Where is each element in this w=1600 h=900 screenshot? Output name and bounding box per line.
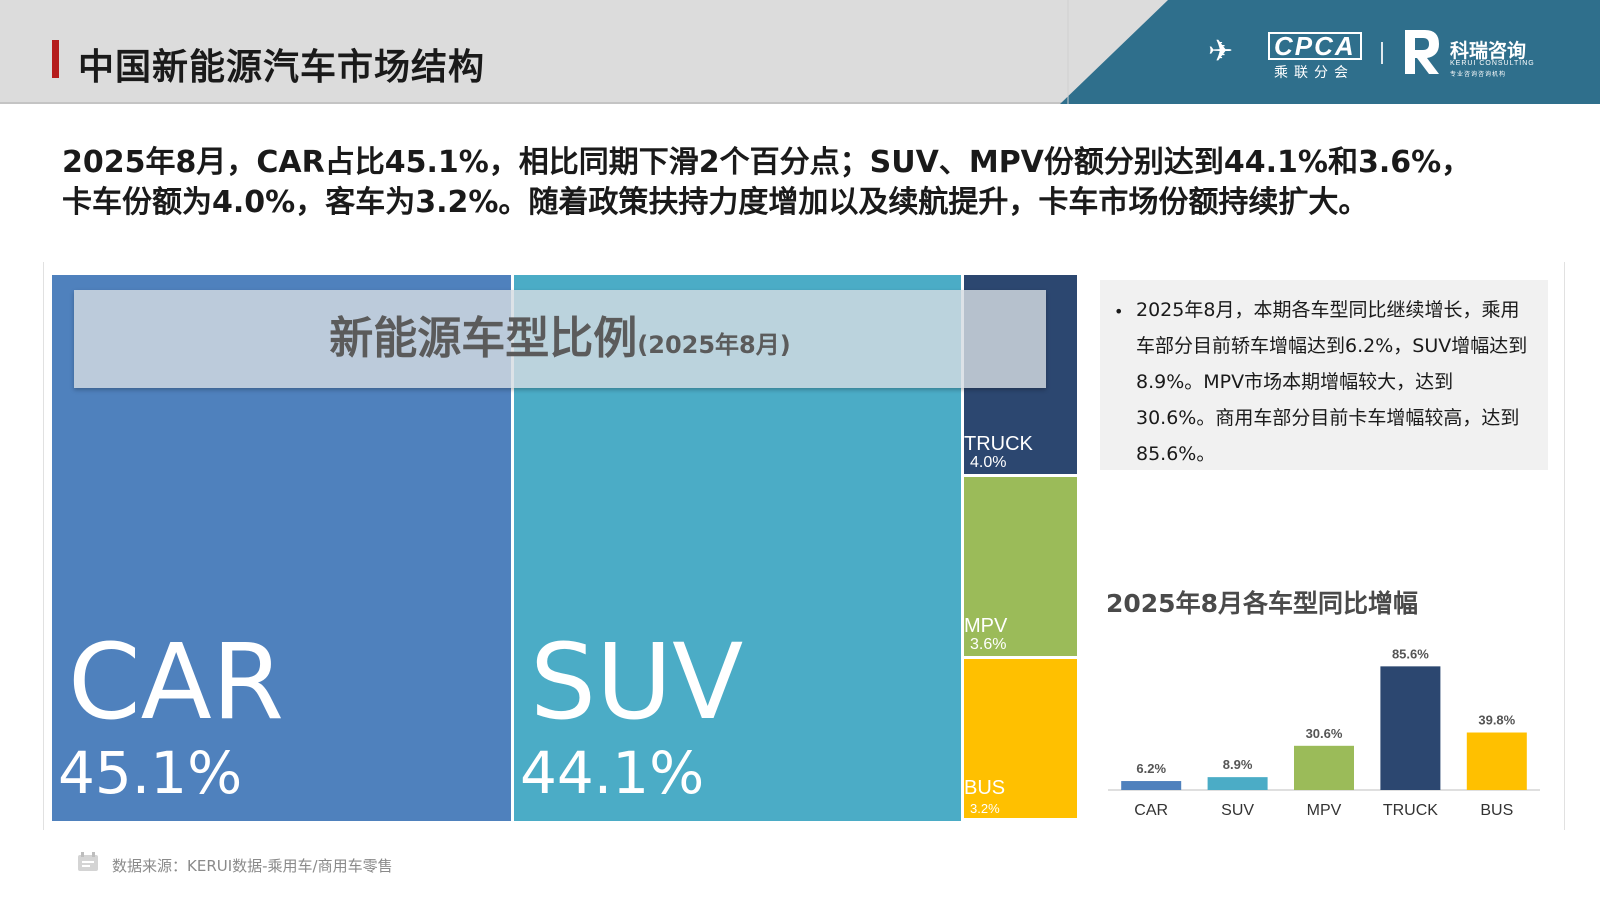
bar-category-label: MPV — [1307, 802, 1342, 819]
treemap-label-truck: TRUCK — [964, 433, 1033, 455]
bar-value-label: 30.6% — [1306, 726, 1343, 741]
bar-truck — [1380, 666, 1441, 790]
kerui-logo-en: KERUI CONSULTING — [1450, 60, 1535, 67]
kerui-logo-tagline: 专业咨询咨询机构 — [1450, 71, 1507, 78]
data-source: 数据来源：KERUI数据-乘用车/商用车零售 — [112, 857, 393, 875]
bar-car — [1121, 781, 1182, 790]
treemap-pct-bus: 3.2% — [970, 801, 1000, 816]
bar-bus — [1466, 732, 1527, 790]
bar-category-label: BUS — [1480, 802, 1513, 819]
title-accent-bar — [52, 40, 59, 78]
header-bar: 中国新能源汽车市场结构 ✈ CPCA 乘联分会 科瑞咨询 KERUI CONSU… — [0, 0, 1600, 104]
treemap-subtitle: (2025年8月) — [637, 331, 791, 359]
page-title: 中国新能源汽车市场结构 — [78, 47, 486, 88]
cpca-wing-icon: ✈ — [1208, 34, 1234, 69]
treemap-pct-suv: 44.1% — [520, 739, 705, 807]
bar-category-label: SUV — [1221, 802, 1254, 819]
growth-bar-chart: 6.2% CAR 8.9% SUV 30.6% MPV 85.6% TRUCK 39.8% BUS — [1108, 646, 1540, 819]
treemap-tile-mpv: MPV 3.6% — [964, 477, 1077, 656]
treemap-label-mpv: MPV — [964, 615, 1008, 637]
bar-value-label: 85.6% — [1392, 646, 1429, 661]
bar-category-label: CAR — [1134, 802, 1168, 819]
note-bullet: • — [1114, 302, 1124, 321]
note-text: 2025年8月，本期各车型同比继续增长，乘用车部分目前轿车增幅达到6.2%，SU… — [1136, 299, 1528, 465]
treemap-tile-bus: BUS 3.2% — [964, 659, 1077, 818]
kerui-logo-name: 科瑞咨询 — [1450, 40, 1527, 62]
header-logo-band — [1060, 0, 1600, 104]
growth-note-box: • 2025年8月，本期各车型同比继续增长，乘用车部分目前轿车增幅达到6.2%，… — [1100, 280, 1548, 470]
treemap-label-suv: SUV — [530, 621, 744, 743]
treemap-pct-car: 45.1% — [58, 739, 243, 807]
treemap-label-car: CAR — [68, 621, 285, 743]
bar-value-label: 39.8% — [1478, 713, 1515, 728]
cpca-logo-sub: 乘联分会 — [1274, 65, 1354, 81]
bar-mpv — [1294, 745, 1354, 790]
bar-value-label: 8.9% — [1223, 757, 1253, 772]
kerui-logo-icon — [1405, 30, 1439, 74]
summary-line-1: 2025年8月，CAR占比45.1%，相比同期下滑2个百分点；SUV、MPV份额… — [62, 145, 1472, 180]
treemap-label-bus: BUS — [964, 777, 1006, 799]
bar-value-label: 6.2% — [1136, 761, 1166, 776]
summary-text: 2025年8月，CAR占比45.1%，相比同期下滑2个百分点；SUV、MPV份额… — [62, 143, 1552, 223]
treemap-pct-mpv: 3.6% — [970, 636, 1007, 653]
chart-panel-frame — [43, 262, 1565, 830]
treemap-title: 新能源车型比例 — [329, 313, 638, 364]
treemap-pct-truck: 4.0% — [970, 454, 1007, 471]
logo-divider — [1381, 42, 1383, 64]
treemap-title-banner: 新能源车型比例(2025年8月) — [74, 290, 1046, 388]
summary-line-2: 卡车份额为4.0%，客车为3.2%。随着政策扶持力度增加以及续航提升，卡车市场份… — [62, 185, 1369, 220]
bar-category-label: TRUCK — [1383, 802, 1438, 819]
cpca-logo-text: CPCA — [1268, 32, 1362, 60]
cpca-logo: ✈ CPCA 乘联分会 — [1208, 30, 1362, 81]
bar-suv — [1207, 777, 1268, 790]
bar-chart-title: 2025年8月各车型同比增幅 — [1106, 589, 1418, 618]
data-source-icon — [78, 852, 98, 871]
